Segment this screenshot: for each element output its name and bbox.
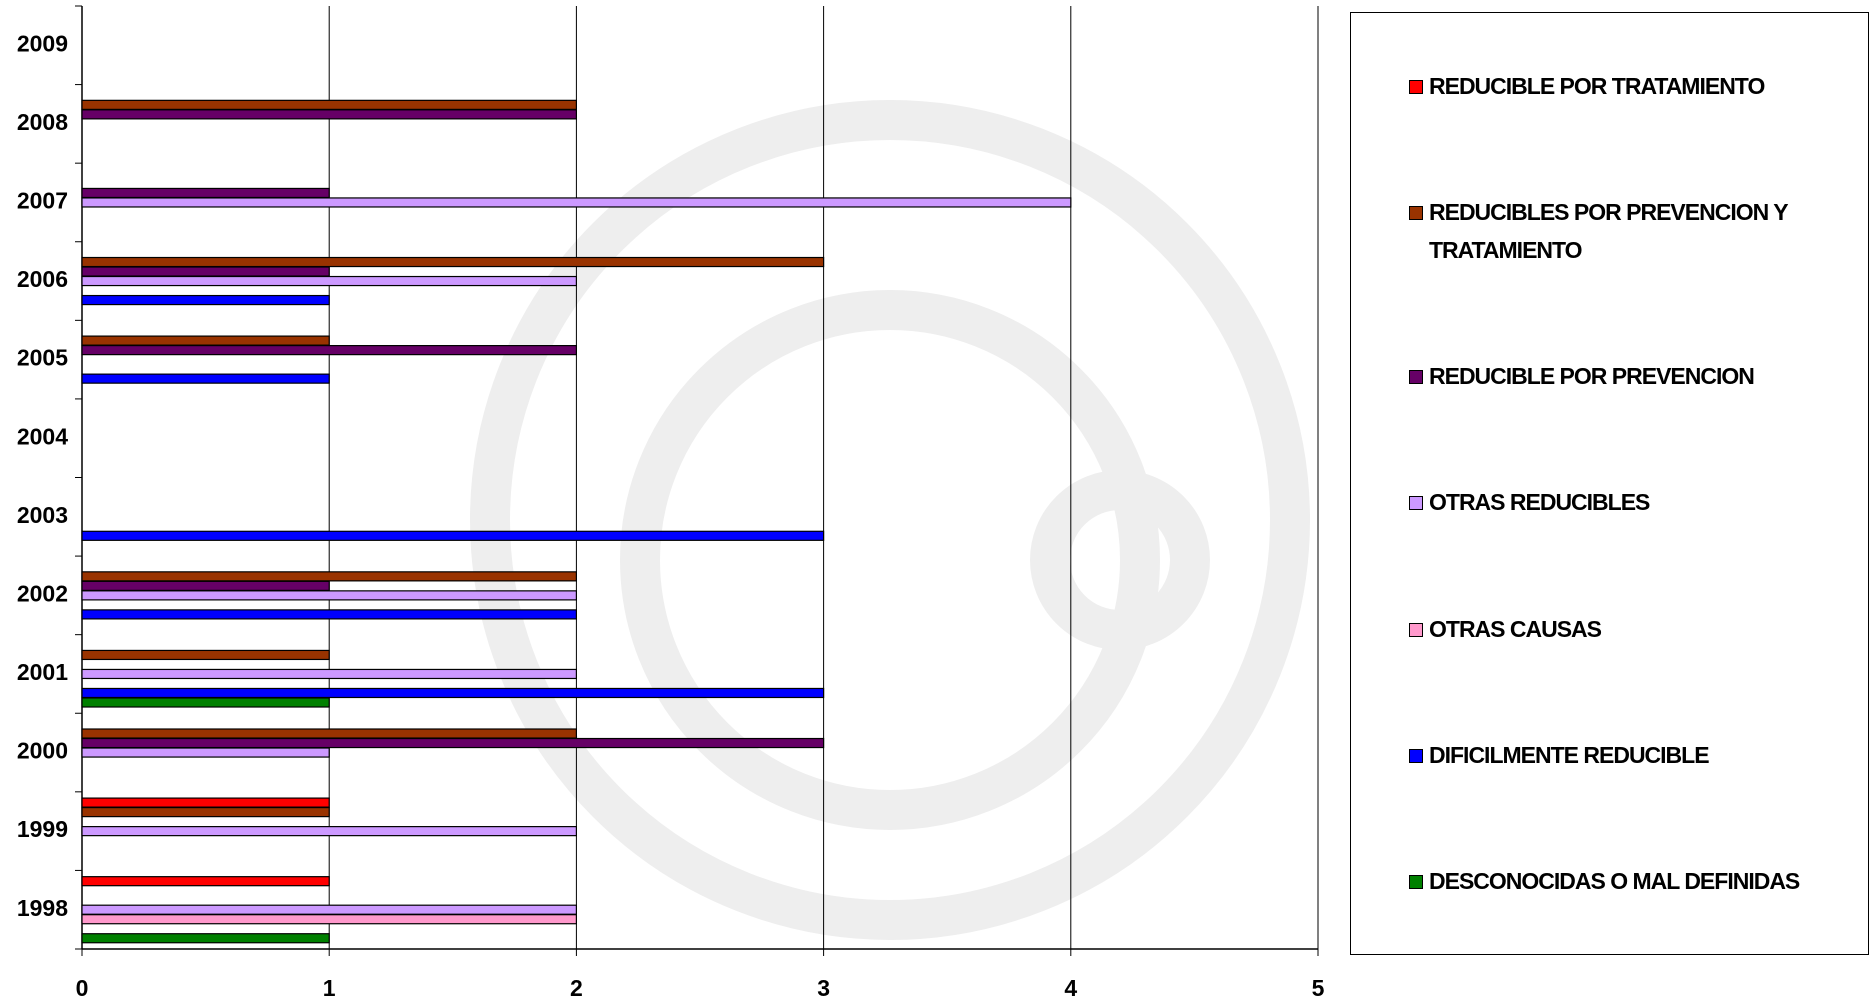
- y-tick-label: 2009: [17, 30, 68, 56]
- bar: [81, 580, 330, 591]
- legend-label: REDUCIBLE POR PREVENCION: [1429, 363, 1755, 390]
- legend-swatch: [1409, 748, 1423, 763]
- y-tick-label: 2002: [17, 580, 68, 606]
- bar: [81, 275, 577, 287]
- y-tick-label: 2004: [17, 423, 68, 449]
- bar: [81, 344, 577, 356]
- bar: [81, 99, 577, 110]
- legend-swatch: [1409, 874, 1423, 889]
- bar: [81, 797, 330, 808]
- bar: [81, 806, 330, 818]
- legend-item: REDUCIBLE POR TRATAMIENTO: [1409, 67, 1848, 105]
- y-tick-label: 2007: [17, 188, 68, 214]
- bar: [81, 571, 577, 582]
- bar: [81, 590, 577, 601]
- bar: [81, 649, 330, 661]
- bar: [81, 256, 825, 268]
- y-tick-label: 2005: [17, 345, 68, 371]
- legend-label: REDUCIBLES POR PREVENCION Y TRATAMIENTO: [1429, 199, 1788, 264]
- legend-item: DIFICILMENTE REDUCIBLE: [1409, 736, 1848, 774]
- bar: [81, 609, 577, 620]
- x-tick-label: 3: [817, 975, 830, 1001]
- bar: [81, 197, 1072, 208]
- legend-swatch: [1409, 80, 1423, 95]
- legend-item: OTRAS REDUCIBLES: [1409, 483, 1848, 521]
- legend-item: DESCONOCIDAS O MAL DEFINIDAS: [1409, 862, 1848, 900]
- y-tick-label: 1999: [17, 816, 68, 842]
- bar: [81, 294, 330, 306]
- legend-swatch: [1409, 370, 1423, 385]
- bar: [81, 876, 330, 887]
- bar: [81, 530, 825, 541]
- bar: [81, 914, 577, 925]
- bar: [81, 737, 825, 749]
- x-tick-label: 1: [323, 975, 336, 1001]
- legend-label: REDUCIBLE POR TRATAMIENTO: [1429, 73, 1765, 100]
- bar: [81, 187, 330, 199]
- bar: [81, 373, 330, 384]
- chart: 0 1 2 3 4 5 1998 1999 2000 2001 2002 2003 2004 2005 20…: [17, 5, 1325, 1001]
- legend-label: OTRAS REDUCIBLES: [1429, 489, 1650, 516]
- x-tick-label: 5: [1312, 975, 1325, 1001]
- watermark: [470, 100, 1310, 940]
- legend-swatch: [1409, 206, 1423, 221]
- y-tick-label: 2003: [17, 502, 68, 528]
- bar: [81, 933, 330, 944]
- legend-swatch: [1409, 496, 1423, 511]
- y-tick-label: 2000: [17, 738, 68, 764]
- legend-item: REDUCIBLES POR PREVENCION Y TRATAMIENTO: [1409, 193, 1848, 269]
- x-tick-label: 0: [76, 975, 89, 1001]
- x-tick-label: 4: [1064, 975, 1077, 1001]
- bar: [81, 904, 577, 915]
- legend-item: REDUCIBLE POR PREVENCION: [1409, 357, 1848, 395]
- bar: [81, 266, 330, 277]
- legend-item: OTRAS CAUSAS: [1409, 610, 1848, 648]
- bar: [81, 335, 330, 346]
- legend-label: DIFICILMENTE REDUCIBLE: [1429, 741, 1710, 768]
- y-tick-label: 2008: [17, 109, 68, 135]
- legend-label: DESCONOCIDAS O MAL DEFINIDAS: [1429, 867, 1800, 894]
- y-tick-label: 1998: [17, 895, 68, 921]
- legend-swatch: [1409, 622, 1423, 637]
- legend: REDUCIBLE POR TRATAMIENTO REDUCIBLES POR …: [1350, 12, 1869, 955]
- y-tick-label: 2001: [17, 659, 68, 685]
- bar: [81, 668, 577, 680]
- bar: [81, 109, 577, 120]
- x-tick-label: 2: [570, 975, 583, 1001]
- bar: [81, 826, 577, 837]
- bar: [81, 697, 330, 708]
- bar: [81, 687, 825, 699]
- y-tick-label: 2006: [17, 266, 68, 292]
- legend-label: OTRAS CAUSAS: [1429, 615, 1602, 642]
- bar: [81, 728, 577, 739]
- bar: [81, 747, 330, 758]
